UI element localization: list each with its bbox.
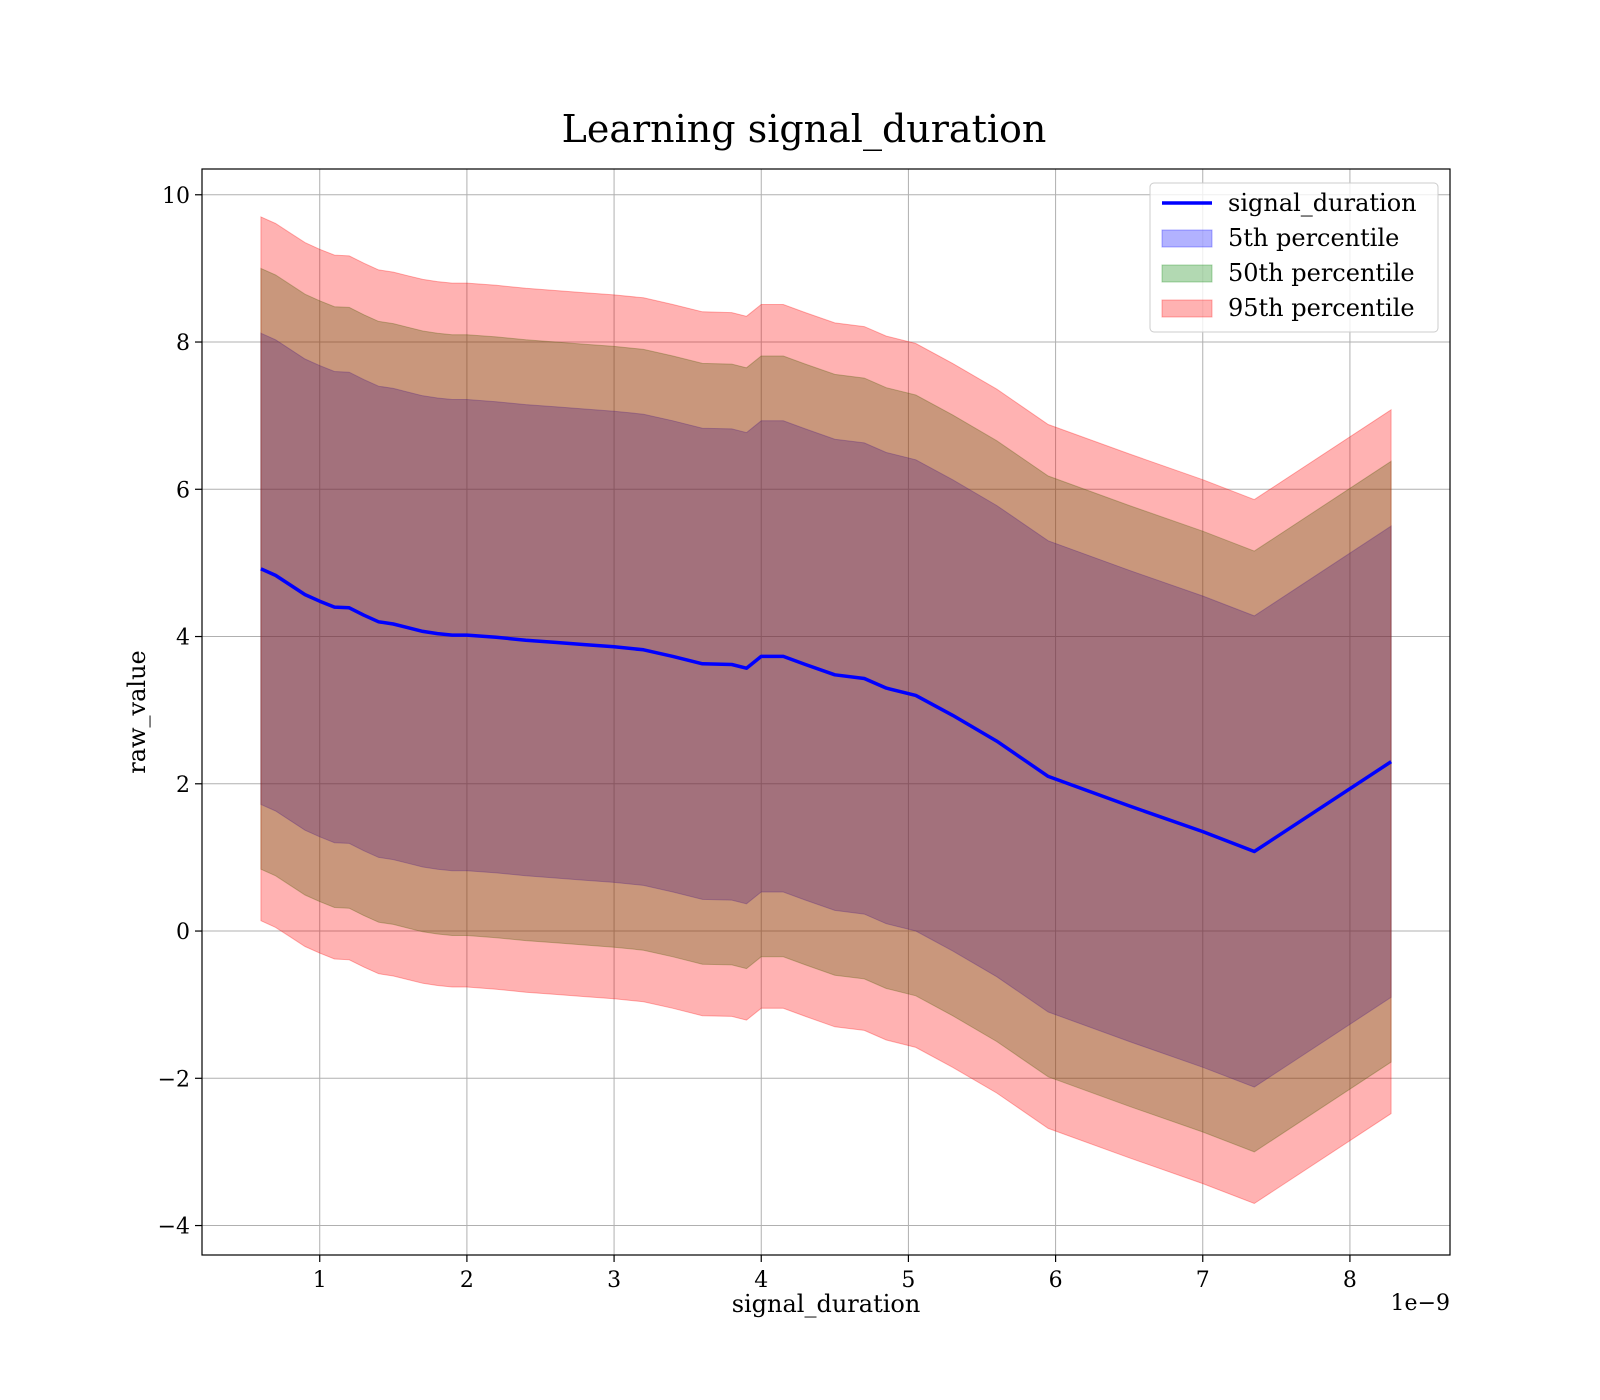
legend-swatch-50th-percentile [1161,264,1213,283]
legend-label-50th-percentile: 50th percentile [1228,259,1415,287]
x-tick-label: 8 [1343,1268,1357,1293]
x-axis-ticks: 1 2 3 4 5 6 7 8 [313,1255,1357,1293]
y-tick-label: 6 [176,478,190,503]
y-tick-label: 4 [176,626,190,651]
x-tick-label: 7 [1196,1268,1210,1293]
y-axis-label: raw_value [123,650,151,774]
band-5th-percentile [260,332,1392,1088]
x-tick-label: 2 [460,1268,474,1293]
grid [202,169,1450,1255]
band-95th-percentile [260,216,1392,1205]
legend-label-95th-percentile: 95th percentile [1228,294,1415,322]
x-axis-label: signal_duration [732,1290,921,1318]
plot-frame [201,168,1451,1256]
legend-label-5th-percentile: 5th percentile [1228,224,1399,252]
percentile-bands [260,216,1392,1205]
y-tick-label: 0 [176,920,190,945]
legend-box [1149,182,1439,333]
legend: signal_duration 5th percentile 50th percen… [1149,182,1439,333]
x-tick-label: 5 [901,1268,915,1293]
line-signal_duration [260,567,1393,854]
series-lines [260,567,1393,854]
legend-swatch-95th-percentile [1161,299,1213,318]
x-tick-label: 3 [607,1268,621,1293]
chart-title: Learning signal_duration [562,107,1047,152]
x-tick-label: 1 [313,1268,327,1293]
band-50th-percentile [260,267,1392,1153]
y-tick-label: −2 [158,1067,190,1092]
x-tick-label: 6 [1049,1268,1063,1293]
y-tick-label: −4 [158,1215,190,1240]
y-tick-label: 8 [176,331,190,356]
legend-label-signal_duration: signal_duration [1228,189,1417,217]
x-axis-offset-label: 1e−9 [1391,1291,1450,1316]
y-tick-label: 2 [176,773,190,798]
plot-area [201,168,1451,1256]
y-tick-label: 10 [162,184,190,209]
x-tick-label: 4 [754,1268,768,1293]
legend-swatch-5th-percentile [1161,229,1213,248]
y-axis-ticks: −4 −2 0 2 4 6 8 10 [158,184,202,1240]
